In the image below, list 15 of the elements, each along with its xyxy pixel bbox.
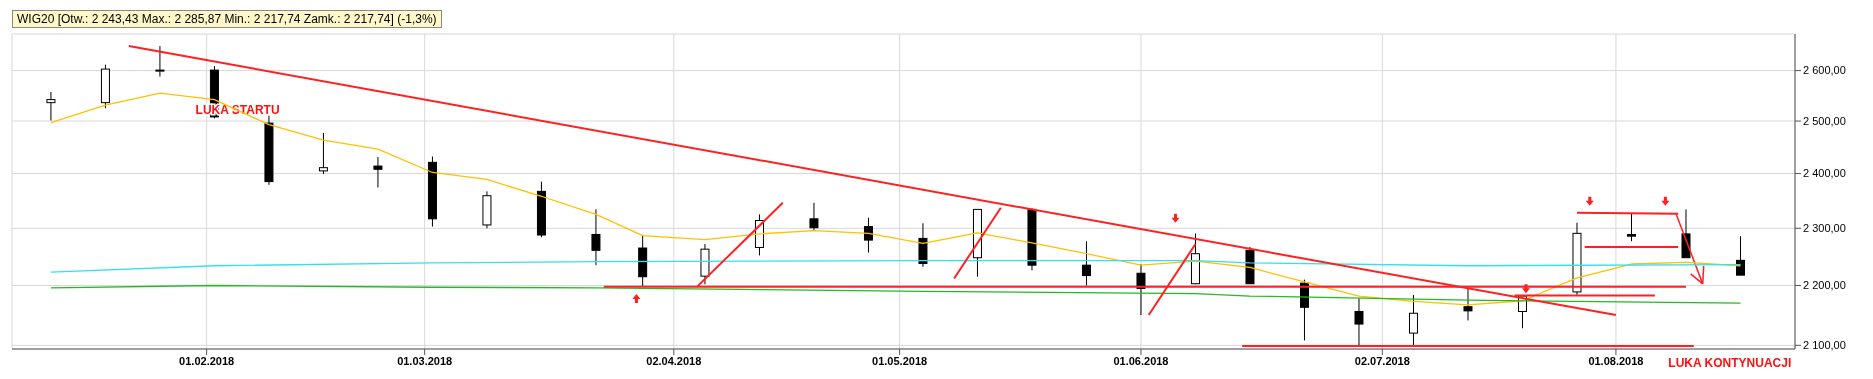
- y-tick-label: 2 300,00: [1803, 222, 1846, 235]
- text: LUKA KONTYNUACJI: [1668, 355, 1792, 370]
- y-tick-label: 2 200,00: [1803, 279, 1846, 292]
- x-tick-label: 02.07.2018: [1354, 354, 1410, 367]
- y-tick-label: 2 600,00: [1803, 64, 1846, 77]
- x-tick-label: 02.04.2018: [646, 354, 702, 367]
- x-tick-label: 01.03.2018: [397, 354, 453, 367]
- x-tick-label: 01.06.2018: [1113, 354, 1169, 367]
- y-tick-label: 2 400,00: [1803, 167, 1846, 180]
- y-tick-label: 2 100,00: [1803, 339, 1846, 352]
- y-tick-label: 2 500,00: [1803, 114, 1846, 127]
- x-tick-label: 01.05.2018: [872, 354, 928, 367]
- x-tick-label: 01.08.2018: [1588, 354, 1644, 367]
- chart-title: WIG20 [Otw.: 2 243,43 Max.: 2 285,87 Min.: 2 217,74 Zamk.: 2 217,74] (-1,3%): [12, 10, 442, 28]
- x-tick-label: 01.02.2018: [179, 354, 235, 367]
